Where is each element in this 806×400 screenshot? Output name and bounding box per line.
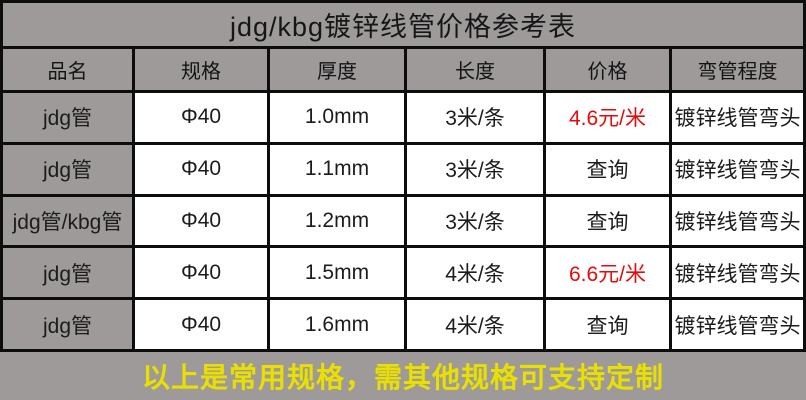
cell-length: 3米/条: [407, 196, 546, 246]
cell-thickness: 1.1mm: [270, 144, 407, 194]
cell-price: 6.6元/米: [546, 248, 672, 298]
cell-price: 查询: [546, 300, 672, 349]
cell-length: 4米/条: [407, 300, 546, 349]
footer-bar: 以上是常用规格，需其他规格可支持定制: [0, 352, 806, 400]
table-row: jdg管/kbg管 Φ40 1.2mm 3米/条 查询 镀锌线管弯头: [3, 196, 803, 249]
cell-name: jdg管: [3, 144, 135, 194]
footer-note: 以上是常用规格，需其他规格可支持定制: [141, 362, 664, 393]
table-row: jdg管 Φ40 1.1mm 3米/条 查询 镀锌线管弯头: [3, 144, 803, 197]
cell-spec: Φ40: [135, 196, 270, 246]
cell-length: 3米/条: [407, 144, 546, 194]
cell-name: jdg管: [3, 300, 135, 349]
table-header-row: 品名 规格 厚度 长度 价格 弯管程度: [3, 49, 803, 93]
cell-bend: 镀锌线管弯头: [672, 300, 803, 349]
cell-bend: 镀锌线管弯头: [672, 248, 803, 298]
cell-spec: Φ40: [135, 144, 270, 194]
cell-length: 4米/条: [407, 248, 546, 298]
cell-length: 3米/条: [407, 93, 546, 142]
table-row: jdg管 Φ40 1.6mm 4米/条 查询 镀锌线管弯头: [3, 300, 803, 349]
cell-name: jdg管: [3, 248, 135, 298]
cell-name: jdg管/kbg管: [3, 196, 135, 246]
header-cell-name: 品名: [3, 49, 135, 90]
cell-spec: Φ40: [135, 93, 270, 142]
cell-spec: Φ40: [135, 300, 270, 349]
cell-spec: Φ40: [135, 248, 270, 298]
header-cell-price: 价格: [546, 49, 672, 90]
cell-thickness: 1.0mm: [270, 93, 407, 142]
cell-thickness: 1.2mm: [270, 196, 407, 246]
cell-thickness: 1.6mm: [270, 300, 407, 349]
cell-thickness: 1.5mm: [270, 248, 407, 298]
table-title: jdg/kbg镀锌线管价格参考表: [3, 3, 803, 49]
cell-price: 查询: [546, 144, 672, 194]
table-row: jdg管 Φ40 1.0mm 3米/条 4.6元/米 镀锌线管弯头: [3, 93, 803, 145]
cell-bend: 镀锌线管弯头: [672, 144, 803, 194]
header-cell-thickness: 厚度: [270, 49, 407, 90]
header-cell-bend: 弯管程度: [672, 49, 803, 90]
cell-bend: 镀锌线管弯头: [672, 93, 803, 142]
cell-name: jdg管: [3, 93, 135, 142]
price-table: jdg/kbg镀锌线管价格参考表 品名 规格 厚度 长度 价格 弯管程度 jdg…: [0, 0, 806, 352]
cell-price: 查询: [546, 196, 672, 246]
table-row: jdg管 Φ40 1.5mm 4米/条 6.6元/米 镀锌线管弯头: [3, 248, 803, 301]
header-cell-length: 长度: [407, 49, 546, 90]
header-cell-spec: 规格: [135, 49, 270, 90]
cell-price: 4.6元/米: [546, 93, 672, 142]
cell-bend: 镀锌线管弯头: [672, 196, 803, 246]
